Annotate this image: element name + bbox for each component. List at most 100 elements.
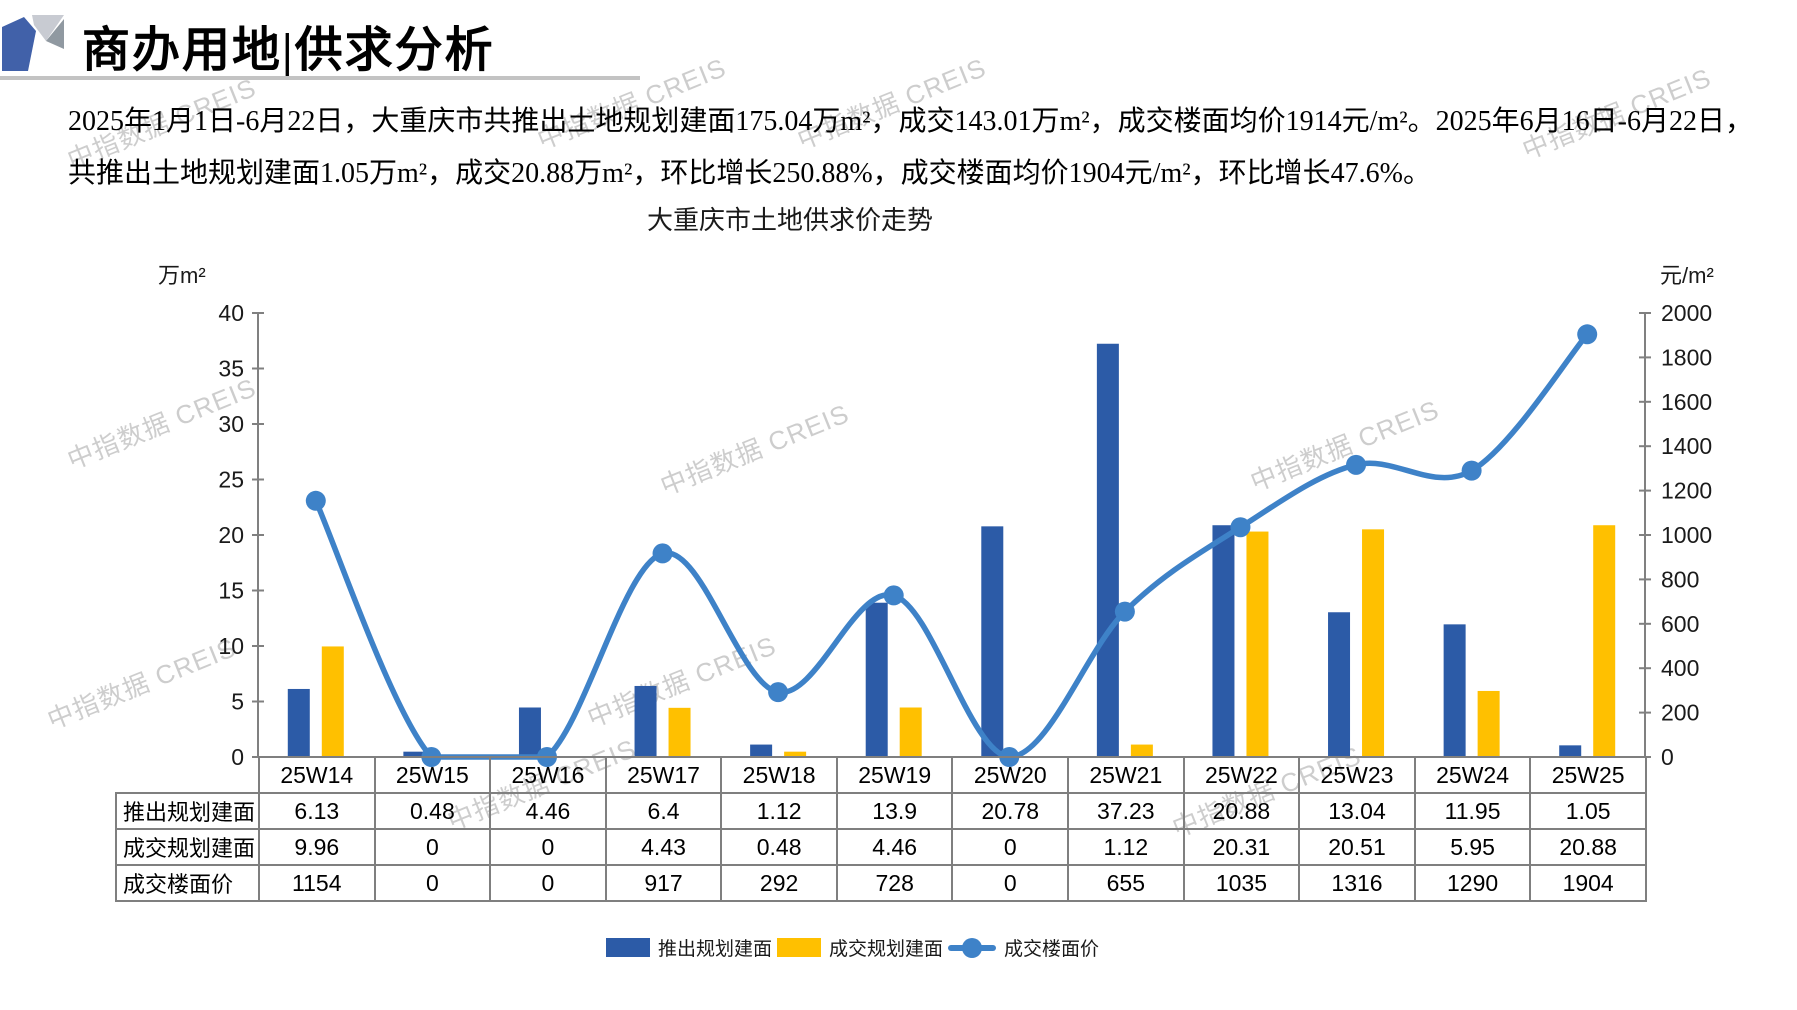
price-marker: [768, 682, 789, 703]
summary-line: 共推出土地规划建面1.05万m²，成交20.88万m²，环比增长250.88%，…: [68, 158, 1431, 189]
table-cell: 655: [1067, 864, 1185, 902]
price-line: [313, 331, 1590, 760]
table-cell: 0: [489, 828, 607, 866]
table-cell: 0: [489, 864, 607, 902]
table-cell: 11.95: [1413, 792, 1532, 830]
week-header: 25W23: [1298, 756, 1416, 794]
table-cell: 6.13: [258, 792, 376, 830]
bar-supply: [1096, 343, 1119, 757]
row-label: 成交规划建面: [115, 828, 260, 866]
table-cell: 1904: [1529, 864, 1647, 902]
right-tick-label: 200: [1661, 700, 1699, 726]
left-tick-label: 10: [218, 633, 244, 659]
week-header: 25W20: [951, 756, 1070, 794]
table-cell: 4.46: [489, 792, 607, 830]
left-tick-label: 20: [218, 522, 244, 548]
creis-logo-icon: [2, 15, 64, 71]
table-cell: 6.4: [604, 792, 723, 830]
right-axis-unit: 元/m²: [1660, 263, 1714, 288]
title-divider: [0, 76, 640, 80]
price-marker: [652, 543, 673, 564]
bar-supply: [1443, 624, 1466, 757]
page-title: 商办用地|供求分析: [82, 24, 495, 77]
legend-swatch-deal: [777, 938, 822, 957]
table-cell: 0: [951, 828, 1070, 866]
left-tick-label: 35: [218, 356, 244, 382]
right-tick-label: 1200: [1661, 478, 1712, 504]
table-cell: 20.88: [1529, 828, 1647, 866]
legend-label-price: 成交楼面价: [1004, 939, 1100, 960]
table-cell: 1.12: [720, 792, 838, 830]
bar-supply: [1212, 525, 1235, 757]
table-corner-blank: [116, 757, 259, 793]
table-cell: 0.48: [720, 828, 838, 866]
table-cell: 20.88: [1182, 792, 1301, 830]
legend-label-deal: 成交规划建面: [829, 939, 944, 960]
bar-supply: [981, 526, 1004, 757]
table-row: 成交规划建面 9.96 0 0 4.43 0.48 4.46 0 1.12 20.31 20.51 5…: [115, 828, 1647, 866]
left-tick-label: 25: [218, 467, 244, 493]
table-cell: 0: [373, 828, 492, 866]
week-header: 25W14: [258, 756, 376, 794]
left-axis-unit: 万m²: [158, 263, 206, 288]
table-cell: 5.95: [1413, 828, 1532, 866]
week-header: 25W19: [835, 756, 954, 794]
bar-supply: [1328, 612, 1351, 757]
price-marker: [1346, 454, 1367, 475]
watermark: 中指数据 CREIS: [1246, 394, 1444, 498]
watermark: 中指数据 CREIS: [63, 372, 261, 476]
right-tick-label: 0: [1661, 744, 1674, 770]
week-header: 25W18: [720, 756, 838, 794]
legend-swatch-supply: [606, 938, 650, 957]
week-header: 25W25: [1529, 756, 1647, 794]
table-row: 推出规划建面 6.13 0.48 4.46 6.4 1.12 13.9 20.78 37.23 2…: [115, 792, 1647, 830]
table-cell: 37.23: [1067, 792, 1185, 830]
table-cell: 1035: [1182, 864, 1301, 902]
table-cell: 4.43: [604, 828, 723, 866]
summary-line: 2025年1月1日-6月22日，大重庆市共推出土地规划建面175.04万m²，成…: [68, 106, 1753, 137]
right-tick-label: 800: [1661, 566, 1699, 592]
table-cell: 1316: [1298, 864, 1416, 902]
table-cell: 728: [835, 864, 954, 902]
right-tick-label: 600: [1661, 611, 1699, 637]
week-header: 25W17: [604, 756, 723, 794]
legend-item-deal: 成交规划建面: [777, 934, 943, 961]
table-cell: 917: [604, 864, 723, 902]
watermark: 中指数据 CREIS: [43, 632, 241, 736]
legend-label-supply: 推出规划建面: [658, 939, 773, 960]
bar-deal: [1246, 531, 1269, 757]
row-label: 成交楼面价: [115, 864, 260, 902]
bar-deal: [1362, 529, 1385, 757]
chart-legend: 推出规划建面 成交规划建面 成交楼面价: [606, 934, 1104, 961]
bar-deal: [1593, 525, 1616, 757]
left-tick-label: 5: [231, 689, 244, 715]
price-marker: [1461, 460, 1482, 481]
bar-deal: [668, 707, 691, 757]
bar-deal: [899, 707, 922, 757]
watermark: 中指数据 CREIS: [656, 398, 854, 502]
table-cell: 0: [373, 864, 492, 902]
right-tick-label: 2000: [1661, 300, 1712, 326]
bar-deal: [321, 646, 344, 757]
table-cell: 292: [720, 864, 838, 902]
table-cell: 1.05: [1529, 792, 1647, 830]
right-tick-label: 1000: [1661, 522, 1712, 548]
chart-title: 大重庆市土地供求价走势: [646, 206, 934, 235]
bar-supply: [634, 685, 657, 757]
table-cell: 20.31: [1182, 828, 1301, 866]
table-cell: 0.48: [373, 792, 492, 830]
table-cell: 1.12: [1067, 828, 1185, 866]
week-header: 25W22: [1182, 756, 1301, 794]
price-marker: [1114, 601, 1135, 622]
table-cell: 13.9: [835, 792, 954, 830]
legend-item-price: 成交楼面价: [948, 934, 1099, 961]
week-header: 25W24: [1413, 756, 1532, 794]
right-tick-label: 1800: [1661, 344, 1712, 370]
bar-supply: [865, 602, 888, 757]
table-cell: 1290: [1413, 864, 1532, 902]
table-cell: 20.78: [951, 792, 1070, 830]
price-marker: [1230, 517, 1251, 538]
table-cell: 4.46: [835, 828, 954, 866]
right-tick-label: 400: [1661, 655, 1699, 681]
